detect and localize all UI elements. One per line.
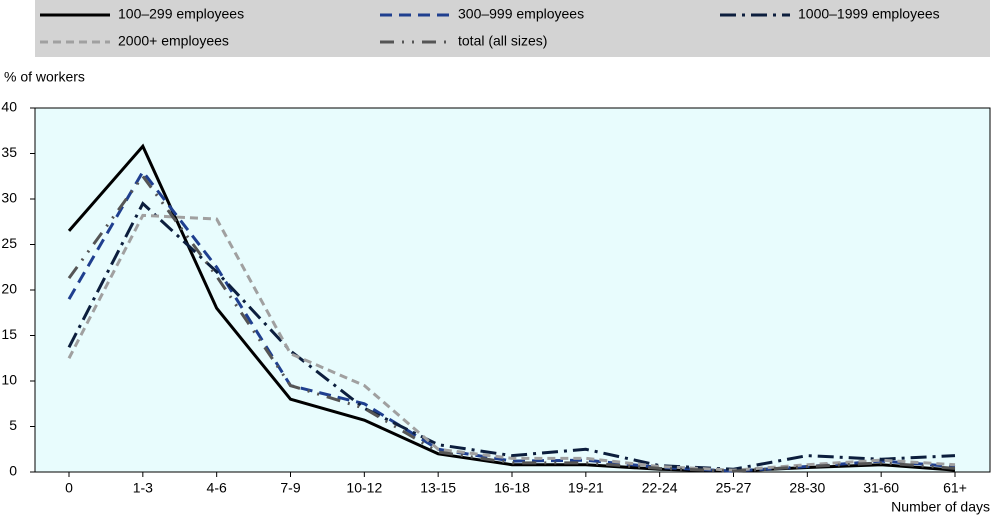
- x-tick-label: 22-24: [642, 480, 678, 496]
- y-tick-label: 5: [9, 417, 17, 433]
- x-tick-label: 16-18: [494, 480, 530, 496]
- x-tick-label: 7-9: [280, 480, 300, 496]
- legend-label: 1000–1999 employees: [798, 6, 940, 22]
- y-tick-label: 15: [1, 326, 17, 342]
- y-tick-label: 10: [1, 372, 17, 388]
- x-tick-label: 61+: [943, 480, 967, 496]
- data-line: [67, 173, 956, 473]
- x-tick-label: 4-6: [207, 480, 227, 496]
- legend-box: [35, 0, 990, 57]
- y-tick-label: 30: [1, 190, 17, 206]
- x-tick-label: 19-21: [568, 480, 604, 496]
- plot-area: [34, 107, 991, 473]
- x-tick-label: 25-27: [716, 480, 752, 496]
- x-tick-label: 0: [65, 480, 73, 496]
- y-axis-label: % of workers: [4, 69, 85, 85]
- x-axis-label: Number of days: [891, 499, 990, 515]
- legend-label: 100–299 employees: [118, 6, 244, 22]
- y-tick-label: 20: [1, 281, 17, 297]
- x-tick-label: 10-12: [346, 480, 382, 496]
- y-tick-label: 0: [9, 463, 17, 479]
- y-tick-label: 35: [1, 144, 17, 160]
- y-tick-label: 40: [1, 99, 17, 115]
- y-tick-label: 25: [1, 235, 17, 251]
- data-line: [67, 213, 956, 472]
- legend-label: total (all sizes): [458, 33, 547, 49]
- legend-label: 2000+ employees: [118, 33, 229, 49]
- legend-label: 300–999 employees: [458, 6, 584, 22]
- x-tick-label: 31-60: [863, 480, 899, 496]
- data-line: [67, 201, 956, 471]
- x-tick-label: 13-15: [420, 480, 456, 496]
- x-tick-label: 1-3: [133, 480, 153, 496]
- x-tick-label: 28-30: [789, 480, 825, 496]
